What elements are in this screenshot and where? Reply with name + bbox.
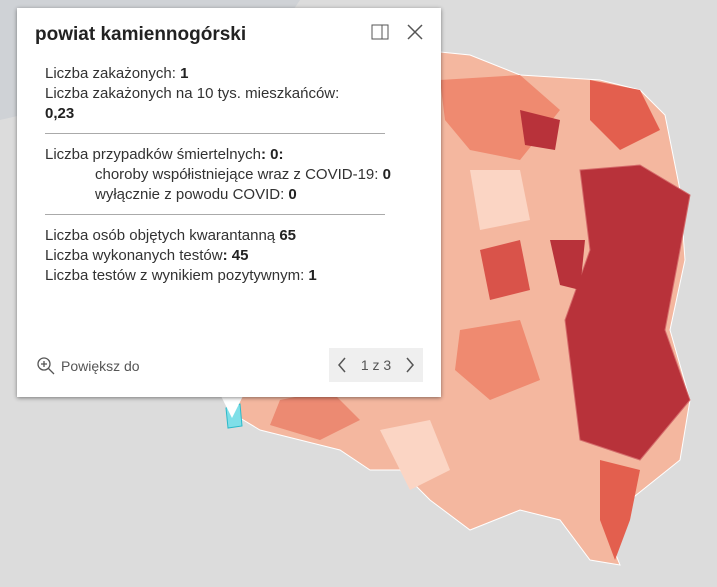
zoom-icon: [37, 357, 55, 375]
row: Liczba zakażonych: 1: [45, 64, 415, 84]
row: Liczba osób objętych kwarantanną 65: [45, 226, 415, 246]
value: : 0:: [260, 146, 284, 163]
dock-button[interactable]: [371, 24, 389, 40]
region: [470, 170, 530, 230]
value: : 45: [222, 247, 249, 264]
value: 0: [288, 186, 297, 203]
label: choroby współistniejące wraz z COVID-19:: [95, 166, 383, 183]
row: Liczba zakażonych na 10 tys. mieszkańców…: [45, 84, 415, 124]
zoom-label: Powiększ do: [61, 358, 140, 374]
region: [480, 240, 530, 300]
pager-label: 1 z 3: [360, 357, 392, 373]
region: [600, 460, 640, 560]
region: [270, 390, 360, 440]
label: Liczba osób objętych kwarantanną: [45, 227, 280, 244]
next-button[interactable]: [405, 357, 415, 373]
value: 1: [180, 65, 189, 82]
row: Liczba przypadków śmiertelnych: 0:: [45, 145, 415, 165]
region: [564, 164, 691, 461]
label: wyłącznie z powodu COVID:: [95, 186, 289, 203]
label: Liczba wykonanych testów: [45, 247, 223, 264]
label: Liczba testów z wynikiem pozytywnym:: [45, 267, 309, 284]
popup-title: powiat kamiennogórski: [35, 24, 247, 45]
value: 65: [279, 227, 297, 244]
region: [455, 320, 540, 400]
row: Liczba testów z wynikiem pozytywnym: 1: [45, 266, 415, 286]
value: 0,23: [45, 105, 75, 122]
pager: 1 z 3: [329, 348, 423, 382]
divider: [45, 133, 385, 134]
popup-actions: [371, 24, 423, 40]
popup: powiat kamiennogórski Liczba zakażonych:…: [17, 8, 441, 397]
label: Liczba zakażonych na 10 tys. mieszkańców…: [45, 85, 340, 102]
region: [590, 80, 660, 150]
value: 1: [308, 267, 317, 284]
region: [520, 110, 560, 150]
close-button[interactable]: [407, 24, 423, 40]
popup-body: Liczba zakażonych: 1 Liczba zakażonych n…: [45, 64, 415, 286]
row: Liczba wykonanych testów: 45: [45, 246, 415, 266]
zoom-to[interactable]: Powiększ do: [37, 357, 140, 375]
divider: [45, 214, 385, 215]
label: Liczba zakażonych:: [45, 65, 181, 82]
region: [380, 420, 450, 490]
row: wyłącznie z powodu COVID: 0: [45, 185, 415, 205]
row: choroby współistniejące wraz z COVID-19:…: [45, 165, 415, 185]
popup-pointer: [221, 396, 243, 418]
prev-button[interactable]: [337, 357, 347, 373]
label: Liczba przypadków śmiertelnych: [45, 146, 261, 163]
value: 0: [382, 166, 391, 183]
region: [550, 240, 585, 290]
